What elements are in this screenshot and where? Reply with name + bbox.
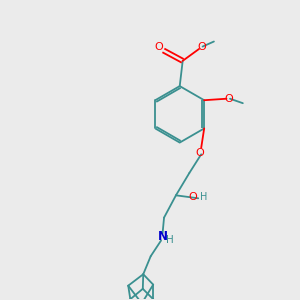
Text: H: H: [200, 192, 207, 202]
Text: O: O: [154, 43, 163, 52]
Text: H: H: [166, 235, 174, 245]
Text: O: O: [224, 94, 233, 104]
Text: O: O: [188, 192, 197, 202]
Text: N: N: [158, 230, 168, 243]
Text: O: O: [195, 148, 204, 158]
Text: O: O: [197, 42, 206, 52]
